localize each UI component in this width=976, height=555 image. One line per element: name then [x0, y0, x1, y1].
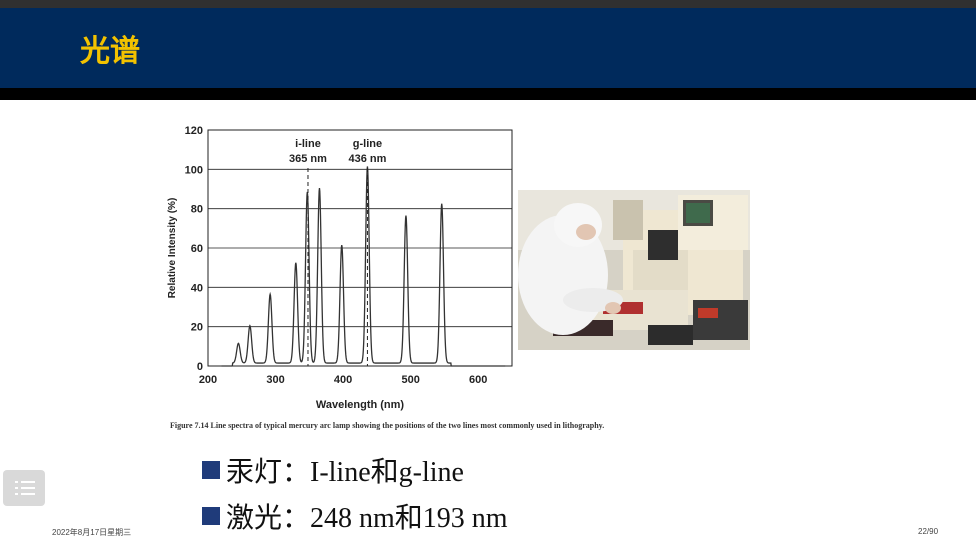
window-top-strip — [0, 0, 976, 8]
annotation-label: g-line — [353, 138, 382, 150]
chart-grid — [207, 129, 513, 367]
header-divider — [0, 88, 976, 100]
x-tick-label: 200 — [199, 374, 217, 386]
chart-ticks: 0 20 40 60 80 100 120 200 300 400 500 600 — [185, 125, 488, 386]
x-tick-label: 600 — [469, 374, 487, 386]
y-tick-label: 100 — [185, 164, 203, 176]
x-tick-label: 500 — [401, 374, 419, 386]
page-number: 22/90 — [918, 527, 939, 536]
bullet-text: 汞灯：I-line和g-line — [226, 457, 464, 488]
y-axis-label: Relative Intensity (%) — [167, 198, 178, 299]
spectrum-chart: 0 20 40 60 80 100 120 200 300 400 500 600 i-line 365… — [167, 125, 513, 411]
chart-annotations: i-line 365 nm g-line 436 nm — [289, 138, 387, 366]
bullet-text: 激光：248 nm和193 nm — [226, 503, 508, 534]
spectrum-line — [221, 166, 506, 367]
annotation-sublabel: 436 nm — [348, 153, 386, 165]
bullet-laser: 激光：248 nm和193 nm — [202, 496, 508, 536]
y-tick-label: 120 — [185, 125, 203, 137]
x-axis-label: Wavelength (nm) — [316, 399, 405, 411]
slide-title: 光谱 — [80, 34, 140, 69]
slide-date: 2022年8月17日星期三 — [52, 528, 132, 537]
x-tick-label: 300 — [266, 374, 284, 386]
figure-caption: Figure 7.14 Line spectra of typical merc… — [170, 421, 605, 430]
x-tick-label: 400 — [334, 374, 352, 386]
slide-header: 光谱 — [0, 8, 976, 88]
lithography-equipment-photo — [518, 190, 750, 350]
bullet-square-icon — [202, 507, 220, 525]
y-tick-label: 80 — [191, 204, 203, 216]
bullet-mercury-lamp: 汞灯：I-line和g-line — [202, 450, 464, 490]
y-tick-label: 60 — [191, 243, 203, 255]
y-tick-label: 0 — [197, 361, 203, 373]
y-tick-label: 40 — [191, 282, 203, 294]
y-tick-label: 20 — [191, 322, 203, 334]
menu-button[interactable] — [3, 470, 45, 506]
annotation-sublabel: 365 nm — [289, 153, 327, 165]
bullet-square-icon — [202, 461, 220, 479]
annotation-label: i-line — [295, 138, 321, 150]
